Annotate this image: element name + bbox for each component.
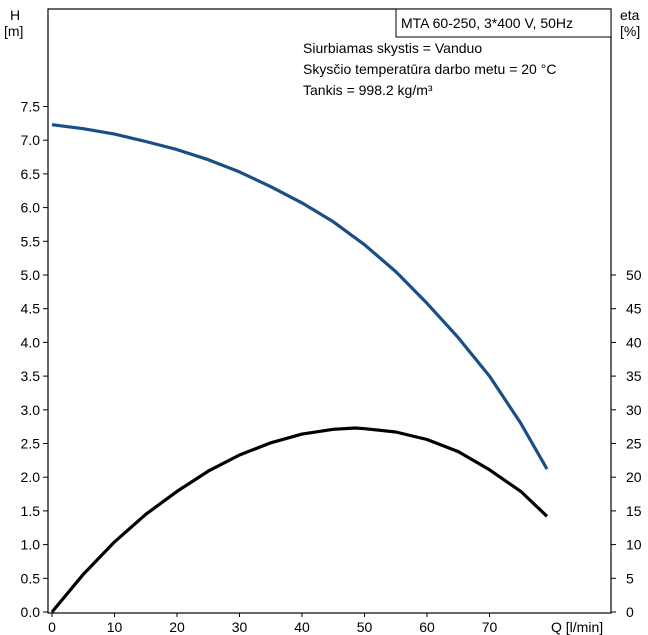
y-right-tick-label: 0 [626,604,634,620]
y-left-tick-label: 5.0 [21,267,41,283]
x-tick-label: 20 [169,619,185,635]
y-right-tick-label: 25 [626,436,642,452]
y-left-tick-label: 1.5 [21,503,41,519]
title-box-text: MTA 60-250, 3*400 V, 50Hz [401,15,573,31]
x-tick-label: 30 [232,619,248,635]
plot-frame [47,8,612,614]
efficiency-curve-line [50,426,549,614]
y-left-tick-label: 0.0 [21,604,41,620]
y-left-label-unit: [m] [4,23,23,39]
y-left-tick-label: 7.5 [21,99,41,115]
annotation-liquid: Siurbiamas skystis = Vanduo [303,40,482,56]
y-left-tick-label: 2.5 [21,436,41,452]
y-left-tick-label: 1.0 [21,537,41,553]
x-tick-label: 10 [107,619,123,635]
y-left-tick-label: 4.0 [21,334,41,350]
y-right-label-unit: [%] [620,23,640,39]
annotation-density: Tankis = 998.2 kg/m³ [303,82,433,98]
y-right-tick-label: 20 [626,469,642,485]
y-right-tick-label: 40 [626,334,642,350]
y-left-tick-label: 6.0 [21,200,41,216]
y-right-tick-label: 5 [626,570,634,586]
y-right-label-symbol: eta [620,7,640,23]
y-right-tick-label: 50 [626,267,642,283]
y-right-tick-label: 30 [626,402,642,418]
y-right-tick-label: 10 [626,537,642,553]
head-curve-line [51,123,549,470]
y-left-tick-label: 2.0 [21,469,41,485]
y-right-tick-label: 45 [626,301,642,317]
y-left-tick-label: 4.5 [21,301,41,317]
x-axis-ticks: 0 10 20 30 40 50 60 70 [48,613,497,635]
x-tick-label: 40 [294,619,310,635]
series-layer [50,123,549,614]
x-axis-label: Q [l/min] [551,619,603,635]
y-left-label-symbol: H [10,7,20,23]
title-box [395,8,612,38]
x-tick-label: 70 [482,619,498,635]
x-tick-label: 60 [419,619,435,635]
annotation-temperature: Skysčio temperatūra darbo metu = 20 °C [303,61,556,77]
y-left-tick-label: 6.5 [21,166,41,182]
y-left-tick-label: 5.5 [21,233,41,249]
y-left-tick-label: 0.5 [21,570,41,586]
y-right-tick-label: 35 [626,368,642,384]
x-tick-label: 50 [357,619,373,635]
left-axis-ticks: 0.0 0.5 1.0 1.5 2.0 2.5 3.0 3.5 4.0 4.5 5.0 5.5 6.0 6… [21,99,48,620]
y-left-tick-label: 3.5 [21,368,41,384]
y-left-tick-label: 7.0 [21,132,41,148]
right-axis-ticks: 0 5 10 15 20 25 30 35 40 45 50 [611,267,642,620]
x-tick-label: 0 [48,619,56,635]
y-right-tick-label: 15 [626,503,642,519]
y-left-tick-label: 3.0 [21,402,41,418]
